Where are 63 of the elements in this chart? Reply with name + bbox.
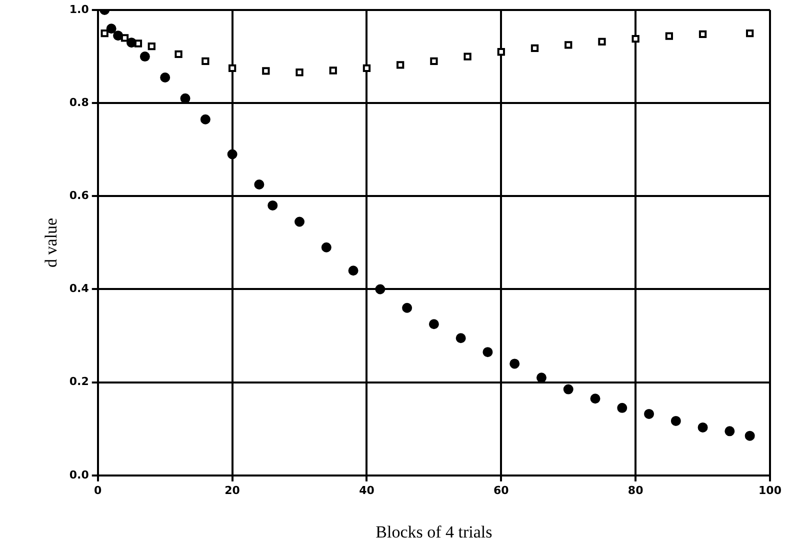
point	[227, 149, 238, 160]
point	[530, 44, 539, 52]
point	[160, 72, 170, 82]
point	[563, 384, 574, 394]
point	[296, 68, 304, 76]
point	[134, 40, 142, 48]
point	[329, 66, 337, 74]
point	[746, 29, 754, 38]
point	[106, 24, 116, 34]
y-tick-label: 0.2	[69, 375, 89, 388]
y-axis-title: d value	[42, 218, 61, 268]
point	[228, 64, 236, 72]
point	[402, 302, 412, 313]
point	[268, 200, 278, 210]
point	[180, 93, 190, 104]
x-axis-title: Blocks of 4 trials	[376, 522, 492, 542]
point	[536, 372, 546, 383]
point	[430, 57, 438, 66]
point	[428, 319, 439, 330]
point	[665, 32, 674, 40]
y-tick-label: 1.0	[69, 2, 90, 16]
x-tick-label: 80	[628, 484, 644, 497]
point	[698, 422, 708, 432]
point	[294, 216, 305, 227]
point	[482, 347, 493, 358]
point	[375, 284, 386, 294]
point	[140, 52, 150, 62]
point	[100, 29, 108, 38]
point	[348, 266, 358, 276]
point	[148, 42, 156, 50]
x-tick-label: 100	[758, 484, 782, 497]
x-tick-label: 60	[494, 484, 510, 497]
point	[670, 416, 681, 426]
point	[744, 430, 755, 441]
point	[456, 333, 466, 344]
x-tick-label: 20	[224, 484, 240, 497]
point	[174, 50, 182, 58]
x-tick-label: 0	[94, 484, 102, 497]
point	[321, 242, 332, 252]
point	[598, 38, 606, 46]
point	[396, 61, 404, 69]
y-tick-label: 0.8	[69, 96, 89, 109]
point	[698, 30, 707, 38]
point	[724, 426, 735, 436]
y-tick-label: 0.4	[69, 282, 90, 296]
point	[362, 64, 371, 72]
point	[564, 41, 572, 49]
point	[632, 35, 640, 43]
point	[126, 38, 136, 48]
point	[200, 114, 210, 124]
y-tick-label: 0.0	[69, 468, 90, 482]
point	[262, 67, 270, 75]
point	[590, 394, 600, 404]
point	[617, 402, 628, 413]
point	[464, 52, 472, 60]
point	[510, 358, 520, 369]
point	[254, 180, 264, 190]
point	[202, 57, 210, 66]
y-tick-label: 0.6	[69, 189, 90, 202]
point	[644, 408, 654, 419]
point	[497, 48, 505, 56]
point	[113, 30, 124, 41]
x-tick-label: 40	[359, 484, 375, 497]
